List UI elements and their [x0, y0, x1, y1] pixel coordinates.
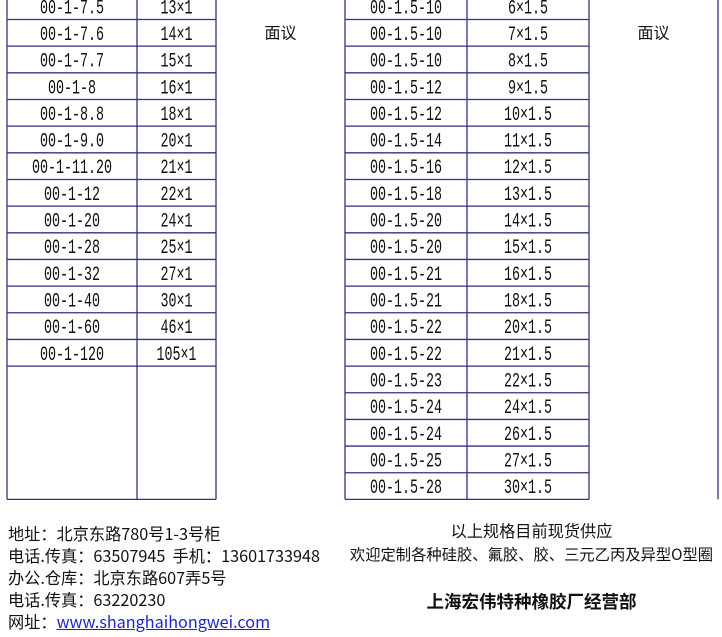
svg-text:00-1.5-16: 00-1.5-16 [370, 157, 442, 180]
svg-text:12×1.5: 12×1.5 [504, 157, 552, 180]
svg-text:00-1-40: 00-1-40 [44, 291, 100, 314]
svg-text:00-1.5-18: 00-1.5-18 [370, 184, 442, 207]
svg-text:00-1-28: 00-1-28 [44, 237, 100, 260]
svg-text:27×1: 27×1 [161, 264, 193, 287]
svg-text:13×1: 13×1 [161, 0, 193, 20]
svg-text:00-1-60: 00-1-60 [44, 317, 100, 340]
svg-text:21×1.5: 21×1.5 [504, 344, 552, 367]
svg-text:00-1-20: 00-1-20 [44, 211, 100, 234]
svg-text:8×1.5: 8×1.5 [508, 51, 548, 74]
svg-text:16×1.5: 16×1.5 [504, 264, 552, 287]
svg-text:面议: 面议 [264, 20, 296, 44]
svg-text:00-1-7.6: 00-1-7.6 [40, 24, 104, 47]
svg-text:20×1: 20×1 [161, 131, 193, 154]
svg-text:00-1.5-22: 00-1.5-22 [370, 317, 442, 340]
svg-text:00-1-12: 00-1-12 [44, 184, 100, 207]
svg-text:00-1-7.5: 00-1-7.5 [40, 0, 104, 20]
svg-text:30×1.5: 30×1.5 [504, 477, 552, 500]
svg-text:105×1: 105×1 [157, 344, 197, 367]
svg-text:7×1.5: 7×1.5 [508, 24, 548, 47]
svg-text:18×1: 18×1 [161, 104, 193, 127]
svg-text:11×1.5: 11×1.5 [504, 131, 552, 154]
svg-text:面议: 面议 [637, 20, 669, 44]
svg-text:00-1-120: 00-1-120 [40, 344, 104, 367]
svg-text:00-1.5-22: 00-1.5-22 [370, 344, 442, 367]
svg-text:13×1.5: 13×1.5 [504, 184, 552, 207]
svg-text:27×1.5: 27×1.5 [504, 451, 552, 474]
svg-text:9×1.5: 9×1.5 [508, 77, 548, 100]
svg-text:00-1.5-10: 00-1.5-10 [370, 0, 442, 20]
svg-text:00-1.5-25: 00-1.5-25 [370, 451, 442, 474]
svg-text:24×1: 24×1 [161, 211, 193, 234]
svg-text:14×1.5: 14×1.5 [504, 211, 552, 234]
svg-text:15×1.5: 15×1.5 [504, 237, 552, 260]
svg-text:14×1: 14×1 [161, 24, 193, 47]
svg-text:22×1: 22×1 [161, 184, 193, 207]
svg-text:00-1-8: 00-1-8 [48, 77, 96, 100]
svg-text:25×1: 25×1 [161, 237, 193, 260]
svg-text:00-1.5-14: 00-1.5-14 [370, 131, 442, 154]
svg-text:00-1.5-12: 00-1.5-12 [370, 104, 442, 127]
svg-text:15×1: 15×1 [161, 51, 193, 74]
svg-text:10×1.5: 10×1.5 [504, 104, 552, 127]
svg-text:24×1.5: 24×1.5 [504, 397, 552, 420]
svg-text:00-1.5-21: 00-1.5-21 [370, 291, 442, 314]
svg-text:00-1.5-10: 00-1.5-10 [370, 51, 442, 74]
svg-text:6×1.5: 6×1.5 [508, 0, 548, 20]
svg-text:00-1-9.0: 00-1-9.0 [40, 131, 104, 154]
svg-text:00-1.5-12: 00-1.5-12 [370, 77, 442, 100]
svg-text:00-1.5-23: 00-1.5-23 [370, 371, 442, 394]
svg-text:00-1.5-24: 00-1.5-24 [370, 424, 442, 447]
svg-text:00-1-8.8: 00-1-8.8 [40, 104, 104, 127]
svg-text:00-1.5-21: 00-1.5-21 [370, 264, 442, 287]
svg-text:00-1-11.20: 00-1-11.20 [32, 157, 112, 180]
svg-text:22×1.5: 22×1.5 [504, 371, 552, 394]
svg-text:00-1-7.7: 00-1-7.7 [40, 51, 104, 74]
svg-text:00-1-32: 00-1-32 [44, 264, 100, 287]
svg-text:30×1: 30×1 [161, 291, 193, 314]
svg-text:26×1.5: 26×1.5 [504, 424, 552, 447]
svg-text:00-1.5-28: 00-1.5-28 [370, 477, 442, 500]
svg-text:46×1: 46×1 [161, 317, 193, 340]
svg-text:16×1: 16×1 [161, 77, 193, 100]
svg-text:00-1.5-20: 00-1.5-20 [370, 211, 442, 234]
svg-text:21×1: 21×1 [161, 157, 193, 180]
svg-text:00-1.5-20: 00-1.5-20 [370, 237, 442, 260]
svg-text:18×1.5: 18×1.5 [504, 291, 552, 314]
svg-text:00-1.5-24: 00-1.5-24 [370, 397, 442, 420]
svg-text:20×1.5: 20×1.5 [504, 317, 552, 340]
svg-text:00-1.5-10: 00-1.5-10 [370, 24, 442, 47]
